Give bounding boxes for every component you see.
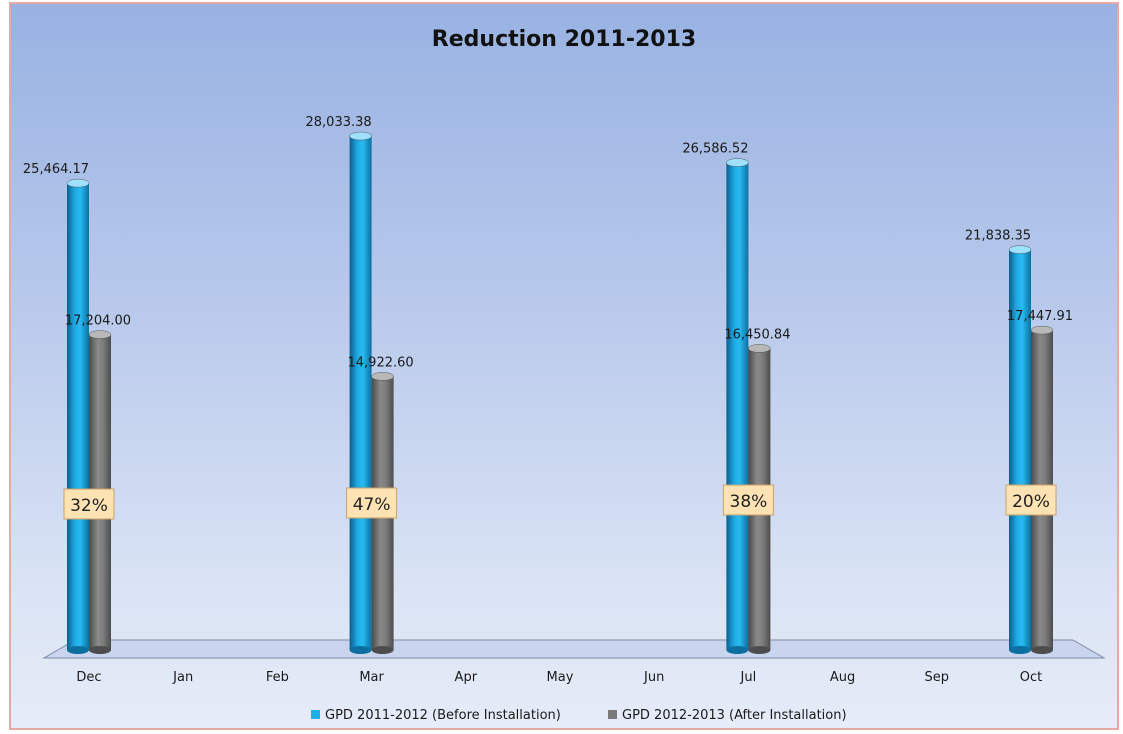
- x-tick-label: May: [547, 670, 574, 685]
- svg-text:38%: 38%: [730, 492, 768, 512]
- data-label: 14,922.60: [348, 355, 414, 370]
- percent-labels-layer: 32% 47% 38% 20%: [63, 484, 1057, 520]
- legend: GPD 2011-2012 (Before Installation) GPD 2…: [311, 708, 847, 723]
- svg-text:20%: 20%: [1012, 492, 1050, 512]
- reduction-percent-label: 20%: [1005, 484, 1057, 516]
- x-tick-label: Sep: [925, 670, 950, 685]
- bar: [349, 131, 372, 654]
- x-tick-label: Aug: [830, 670, 855, 685]
- reduction-percent-label: 32%: [63, 488, 115, 520]
- data-label: 17,204.00: [65, 314, 131, 329]
- x-tick-label: Apr: [455, 670, 478, 685]
- x-tick-label: Oct: [1020, 670, 1042, 685]
- data-label: 17,447.91: [1007, 309, 1073, 324]
- x-tick-label: Jun: [643, 670, 664, 685]
- svg-text:32%: 32%: [70, 496, 108, 516]
- chart: Reduction 2011-2013 25,464.17 17,204.00 28…: [23, 27, 1106, 723]
- bar: [66, 178, 90, 654]
- x-tick-label: Dec: [76, 670, 101, 685]
- legend-swatch: [311, 710, 320, 719]
- data-label: 25,464.17: [23, 162, 89, 177]
- data-label: 21,838.35: [965, 229, 1031, 244]
- data-label: 16,450.84: [724, 327, 790, 342]
- x-tick-label: Jan: [172, 670, 193, 685]
- chart-title: Reduction 2011-2013: [432, 27, 696, 52]
- legend-item: GPD 2011-2012 (Before Installation): [311, 708, 561, 723]
- legend-item: GPD 2012-2013 (After Installation): [608, 708, 847, 723]
- chart-floor: [42, 639, 1106, 659]
- bar: [1008, 245, 1032, 654]
- x-axis-ticks: Dec Jan Feb Mar Apr May Jun Jul Aug Sep Oct: [76, 670, 1042, 685]
- chart-frame: Reduction 2011-2013 25,464.17 17,204.00 28…: [9, 2, 1119, 730]
- data-label: 26,586.52: [682, 142, 748, 157]
- legend-label: GPD 2012-2013 (After Installation): [622, 708, 847, 723]
- x-tick-label: Jul: [740, 670, 757, 685]
- x-tick-label: Mar: [359, 670, 384, 685]
- legend-label: GPD 2011-2012 (Before Installation): [325, 708, 561, 723]
- legend-swatch: [608, 710, 617, 719]
- bars-layer: [66, 131, 1054, 654]
- data-label: 28,033.38: [306, 115, 372, 130]
- bar: [726, 158, 749, 654]
- svg-text:47%: 47%: [353, 495, 391, 515]
- value-labels-layer: 25,464.17 17,204.00 28,033.38 14,922.60 26,5…: [23, 115, 1073, 370]
- reduction-percent-label: 38%: [722, 484, 774, 516]
- x-tick-label: Feb: [266, 670, 289, 685]
- reduction-percent-label: 47%: [346, 487, 398, 519]
